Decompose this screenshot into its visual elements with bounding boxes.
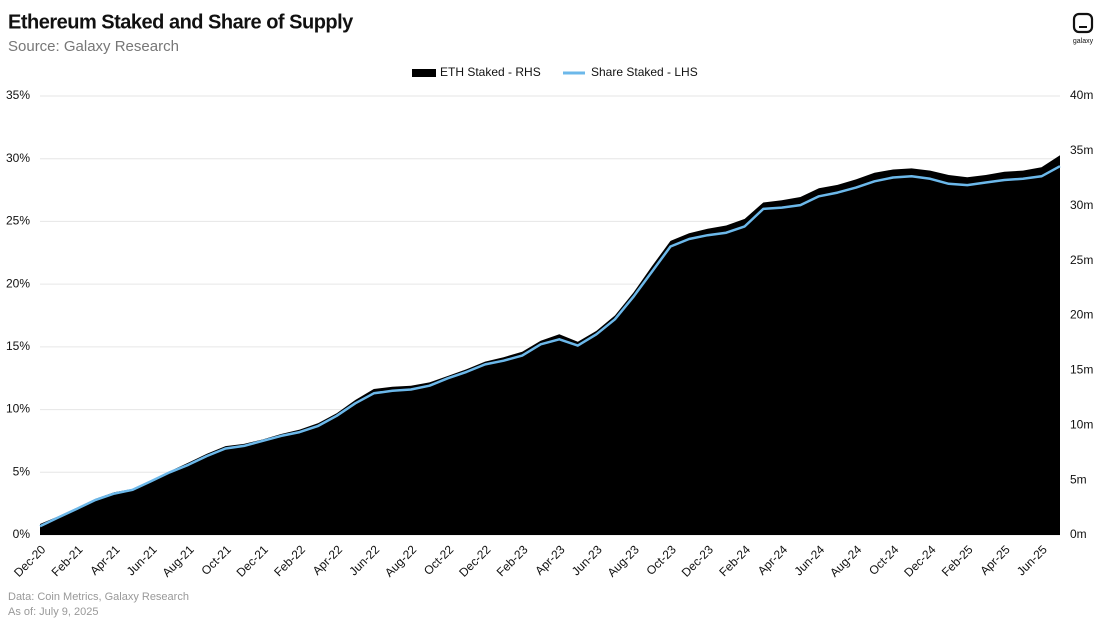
y-tick-label: 25% [6, 214, 30, 228]
chart-subtitle: Source: Galaxy Research [8, 38, 179, 55]
x-tick-label: Apr-24 [755, 542, 791, 578]
y-tick-label: 5% [13, 464, 31, 478]
x-tick-label: Jun-25 [1014, 542, 1050, 578]
y-tick-label: 35% [6, 88, 30, 102]
logo-icon [1072, 12, 1094, 34]
x-tick-label: Aug-21 [159, 542, 196, 579]
x-tick-label: Feb-25 [939, 542, 976, 579]
y2-tick-label: 30m [1070, 198, 1093, 212]
legend-label: Share Staked - LHS [591, 65, 698, 79]
footnote: Data: Coin Metrics, Galaxy Research [8, 591, 189, 603]
x-tick-label: Dec-22 [456, 542, 493, 579]
x-tick-label: Dec-21 [234, 542, 271, 579]
x-tick-label: Apr-25 [977, 542, 1013, 578]
x-tick-label: Feb-21 [49, 542, 86, 579]
x-tick-label: Jun-23 [569, 542, 605, 578]
x-tick-label: Oct-21 [198, 542, 234, 578]
y2-tick-label: 0m [1070, 527, 1087, 541]
legend-swatch [412, 69, 436, 77]
x-tick-label: Apr-21 [87, 542, 123, 578]
legend-label: ETH Staked - RHS [440, 65, 541, 79]
x-tick-label: Dec-24 [901, 542, 938, 579]
x-tick-label: Aug-23 [605, 542, 642, 579]
footnote: As of: July 9, 2025 [8, 606, 99, 618]
chart-title: Ethereum Staked and Share of Supply [8, 11, 354, 33]
logo-text: galaxy [1073, 38, 1094, 45]
y2-tick-label: 35m [1070, 143, 1093, 157]
y-tick-label: 30% [6, 151, 30, 165]
y2-tick-label: 40m [1070, 88, 1093, 102]
y2-tick-label: 5m [1070, 472, 1087, 486]
line [39, 165, 1061, 528]
y2-tick-label: 15m [1070, 363, 1093, 377]
x-tick-label: Oct-23 [644, 542, 680, 578]
y2-tick-label: 20m [1070, 308, 1093, 322]
y-tick-label: 20% [6, 276, 30, 290]
y2-tick-label: 10m [1070, 417, 1093, 431]
x-tick-label: Feb-22 [271, 542, 308, 579]
x-tick-label: Feb-23 [494, 542, 531, 579]
logo: galaxy [1072, 12, 1094, 45]
x-tick-label: Aug-22 [382, 542, 419, 579]
y-tick-label: 10% [6, 402, 30, 416]
x-tick-label: Jun-22 [346, 542, 382, 578]
x-tick-label: Jun-24 [791, 542, 827, 578]
x-tick-label: Apr-22 [310, 542, 346, 578]
x-tick-label: Apr-23 [532, 542, 568, 578]
y-tick-label: 0% [13, 527, 31, 541]
y-tick-label: 15% [6, 339, 30, 353]
x-tick-label: Dec-23 [679, 542, 716, 579]
x-tick-label: Jun-21 [124, 542, 160, 578]
x-tick-label: Oct-22 [421, 542, 457, 578]
area [40, 155, 1060, 536]
x-tick-label: Feb-24 [716, 542, 753, 579]
y2-tick-label: 25m [1070, 253, 1093, 267]
x-tick-label: Dec-20 [11, 542, 48, 579]
x-tick-label: Oct-24 [866, 542, 902, 578]
x-tick-label: Aug-24 [827, 542, 864, 579]
